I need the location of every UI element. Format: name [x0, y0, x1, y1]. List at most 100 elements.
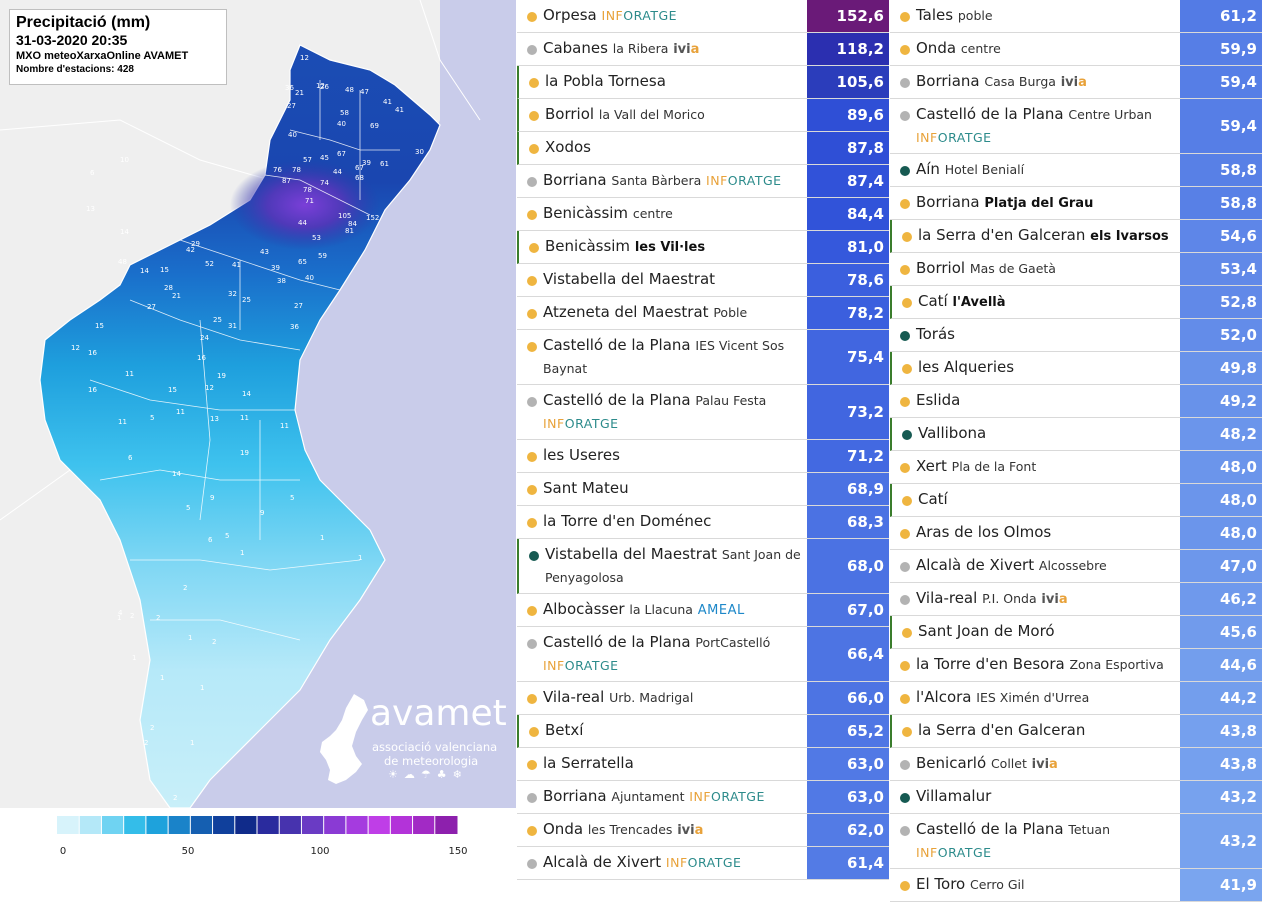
station-row[interactable]: Atzeneta del Maestrat Poble 78,2 — [517, 297, 889, 330]
station-name: Eslida — [916, 391, 961, 409]
station-row[interactable]: Borriana Ajuntament INFORATGE 63,0 — [517, 781, 889, 814]
station-value: 4 — [118, 609, 123, 617]
station-row[interactable]: Alcalà de Xivert Alcossebre INFORATGE47,… — [890, 550, 1262, 596]
station-row[interactable]: Castelló de la Plana Palau Festa INFORAT… — [517, 385, 889, 440]
precipitation-value: 44,6 — [1180, 649, 1262, 681]
station-row[interactable]: Cabanes la Ribera ivia 118,2 — [517, 33, 889, 66]
station-value: 38 — [277, 277, 286, 285]
station-row[interactable]: la Serratella 63,0 — [517, 748, 889, 781]
station-value: 6 — [128, 454, 133, 462]
station-row[interactable]: Catí 48,0 — [890, 484, 1262, 517]
station-name-cell: Atzeneta del Maestrat Poble — [517, 297, 807, 327]
station-row[interactable]: Catí l'Avellà 52,8 — [890, 286, 1262, 319]
station-row[interactable]: Tales poble 61,2 — [890, 0, 1262, 33]
station-name: Onda — [543, 820, 584, 838]
station-row[interactable]: les Alqueries 49,8 — [890, 352, 1262, 385]
station-value: 67 — [337, 150, 346, 158]
station-row[interactable]: Aras de los Olmos 48,0 — [890, 517, 1262, 550]
station-row[interactable]: El Toro Cerro Gil 41,9 — [890, 869, 1262, 902]
precipitation-value: 66,0 — [807, 682, 889, 714]
station-row[interactable]: Orpesa INFORATGE 152,6 — [517, 0, 889, 33]
station-row[interactable]: Vila-real Urb. Madrigal 66,0 — [517, 682, 889, 715]
station-row[interactable]: Onda centre 59,9 — [890, 33, 1262, 66]
station-value: 43 — [260, 248, 269, 256]
station-value: 61 — [380, 160, 389, 168]
station-row[interactable]: Borriol la Vall del Morico 89,6 — [517, 99, 889, 132]
network-dot-icon — [900, 78, 910, 88]
precipitation-value: 63,0 — [807, 748, 889, 780]
precipitation-value: 118,2 — [807, 33, 889, 65]
station-value: 1 — [160, 674, 164, 682]
network-dot-icon — [900, 397, 910, 407]
station-row[interactable]: Sant Mateu 68,9 — [517, 473, 889, 506]
station-row[interactable]: Albocàsser la Llacuna AMEAL 67,0 — [517, 594, 889, 627]
station-row[interactable]: Borriol Mas de Gaetà 53,4 — [890, 253, 1262, 286]
network-dot-icon — [527, 210, 537, 220]
station-value: 68 — [355, 174, 364, 182]
station-row[interactable]: Vallibona 48,2 — [890, 418, 1262, 451]
station-row[interactable]: Xert Pla de la Font 48,0 — [890, 451, 1262, 484]
network-dot-icon — [900, 111, 910, 121]
station-row[interactable]: Eslida 49,2 — [890, 385, 1262, 418]
station-row[interactable]: Benicarló Collet ivia 43,8 — [890, 748, 1262, 781]
station-value: 25 — [213, 316, 222, 324]
network-dot-icon — [527, 826, 537, 836]
station-row[interactable]: Castelló de la Plana PortCastelló INFORA… — [517, 627, 889, 682]
network-dot-icon — [527, 760, 537, 770]
station-row[interactable]: Castelló de la Plana Centre Urban INFORA… — [890, 99, 1262, 154]
station-row[interactable]: la Torre d'en Besora Zona Esportiva 44,6 — [890, 649, 1262, 682]
station-row[interactable]: Vistabella del Maestrat 78,6 — [517, 264, 889, 297]
station-name-cell: Vistabella del Maestrat — [517, 264, 807, 293]
station-row[interactable]: la Serra d'en Galceran els Ivarsos 54,6 — [890, 220, 1262, 253]
station-row[interactable]: Vila-real P.I. Onda ivia 46,2 — [890, 583, 1262, 616]
station-name-cell: Sant Mateu — [517, 473, 807, 502]
station-value: 27 — [147, 303, 156, 311]
legend-swatch — [390, 816, 414, 834]
station-name: Sant Joan de Moró — [918, 622, 1055, 640]
station-row[interactable]: Benicàssim centre 84,4 — [517, 198, 889, 231]
station-row[interactable]: Borriana Santa Bàrbera INFORATGE 87,4 — [517, 165, 889, 198]
station-row[interactable]: l'Alcora IES Ximén d'Urrea 44,2 — [890, 682, 1262, 715]
station-row[interactable]: Aín Hotel Benialí 58,8 — [890, 154, 1262, 187]
network-dot-icon — [900, 595, 910, 605]
station-row[interactable]: Onda les Trencades ivia 62,0 — [517, 814, 889, 847]
station-name: Tales — [916, 6, 954, 24]
station-row[interactable]: Xodos 87,8 — [517, 132, 889, 165]
station-value: 16 — [197, 354, 206, 362]
station-row[interactable]: Torás 52,0 — [890, 319, 1262, 352]
station-row[interactable]: Castelló de la Plana Tetuan INFORATGE 43,… — [890, 814, 1262, 869]
station-value: 15 — [168, 386, 177, 394]
network-dot-icon — [900, 199, 910, 209]
station-row[interactable]: la Serra d'en Galceran 43,8 — [890, 715, 1262, 748]
station-row[interactable]: la Torre d'en Doménec 68,3 — [517, 506, 889, 539]
station-row[interactable]: les Useres 71,2 — [517, 440, 889, 473]
avamet-logo: avamet associació valenciana de meteorol… — [316, 690, 516, 790]
station-row[interactable]: Benicàssim les Vil·les 81,0 — [517, 231, 889, 264]
network-dot-icon — [529, 243, 539, 253]
precipitation-value: 48,0 — [1180, 451, 1262, 483]
station-row[interactable]: Alcalà de Xivert INFORATGE 61,4 — [517, 847, 889, 880]
station-row[interactable]: Vistabella del Maestrat Sant Joan de Pen… — [517, 539, 889, 594]
station-value: 12 — [300, 54, 309, 62]
station-location: Cerro Gil — [970, 877, 1025, 892]
station-row[interactable]: Castelló de la Plana IES Vicent Sos Bayn… — [517, 330, 889, 385]
station-row[interactable]: Betxí 65,2 — [517, 715, 889, 748]
precipitation-value: 68,9 — [807, 473, 889, 505]
station-value: 40 — [337, 120, 346, 128]
station-name: Torás — [916, 325, 955, 343]
station-location: les Trencades — [587, 822, 673, 837]
precipitation-value: 61,4 — [807, 847, 889, 879]
station-row[interactable]: Sant Joan de Moró 45,6 — [890, 616, 1262, 649]
station-value: 1 — [117, 614, 121, 622]
precipitation-value: 44,2 — [1180, 682, 1262, 714]
station-row[interactable]: Villamalur 43,2 — [890, 781, 1262, 814]
station-row[interactable]: la Pobla Tornesa 105,6 — [517, 66, 889, 99]
station-value: 10 — [120, 156, 129, 164]
station-name: Xert — [916, 457, 947, 475]
ivia-tag: ivia — [1060, 75, 1087, 90]
station-row[interactable]: Borriana Platja del Grau 58,8 — [890, 187, 1262, 220]
station-row[interactable]: Borriana Casa Burga ivia 59,4 — [890, 66, 1262, 99]
precipitation-value: 49,2 — [1180, 385, 1262, 417]
station-name: Borriol — [916, 259, 966, 277]
